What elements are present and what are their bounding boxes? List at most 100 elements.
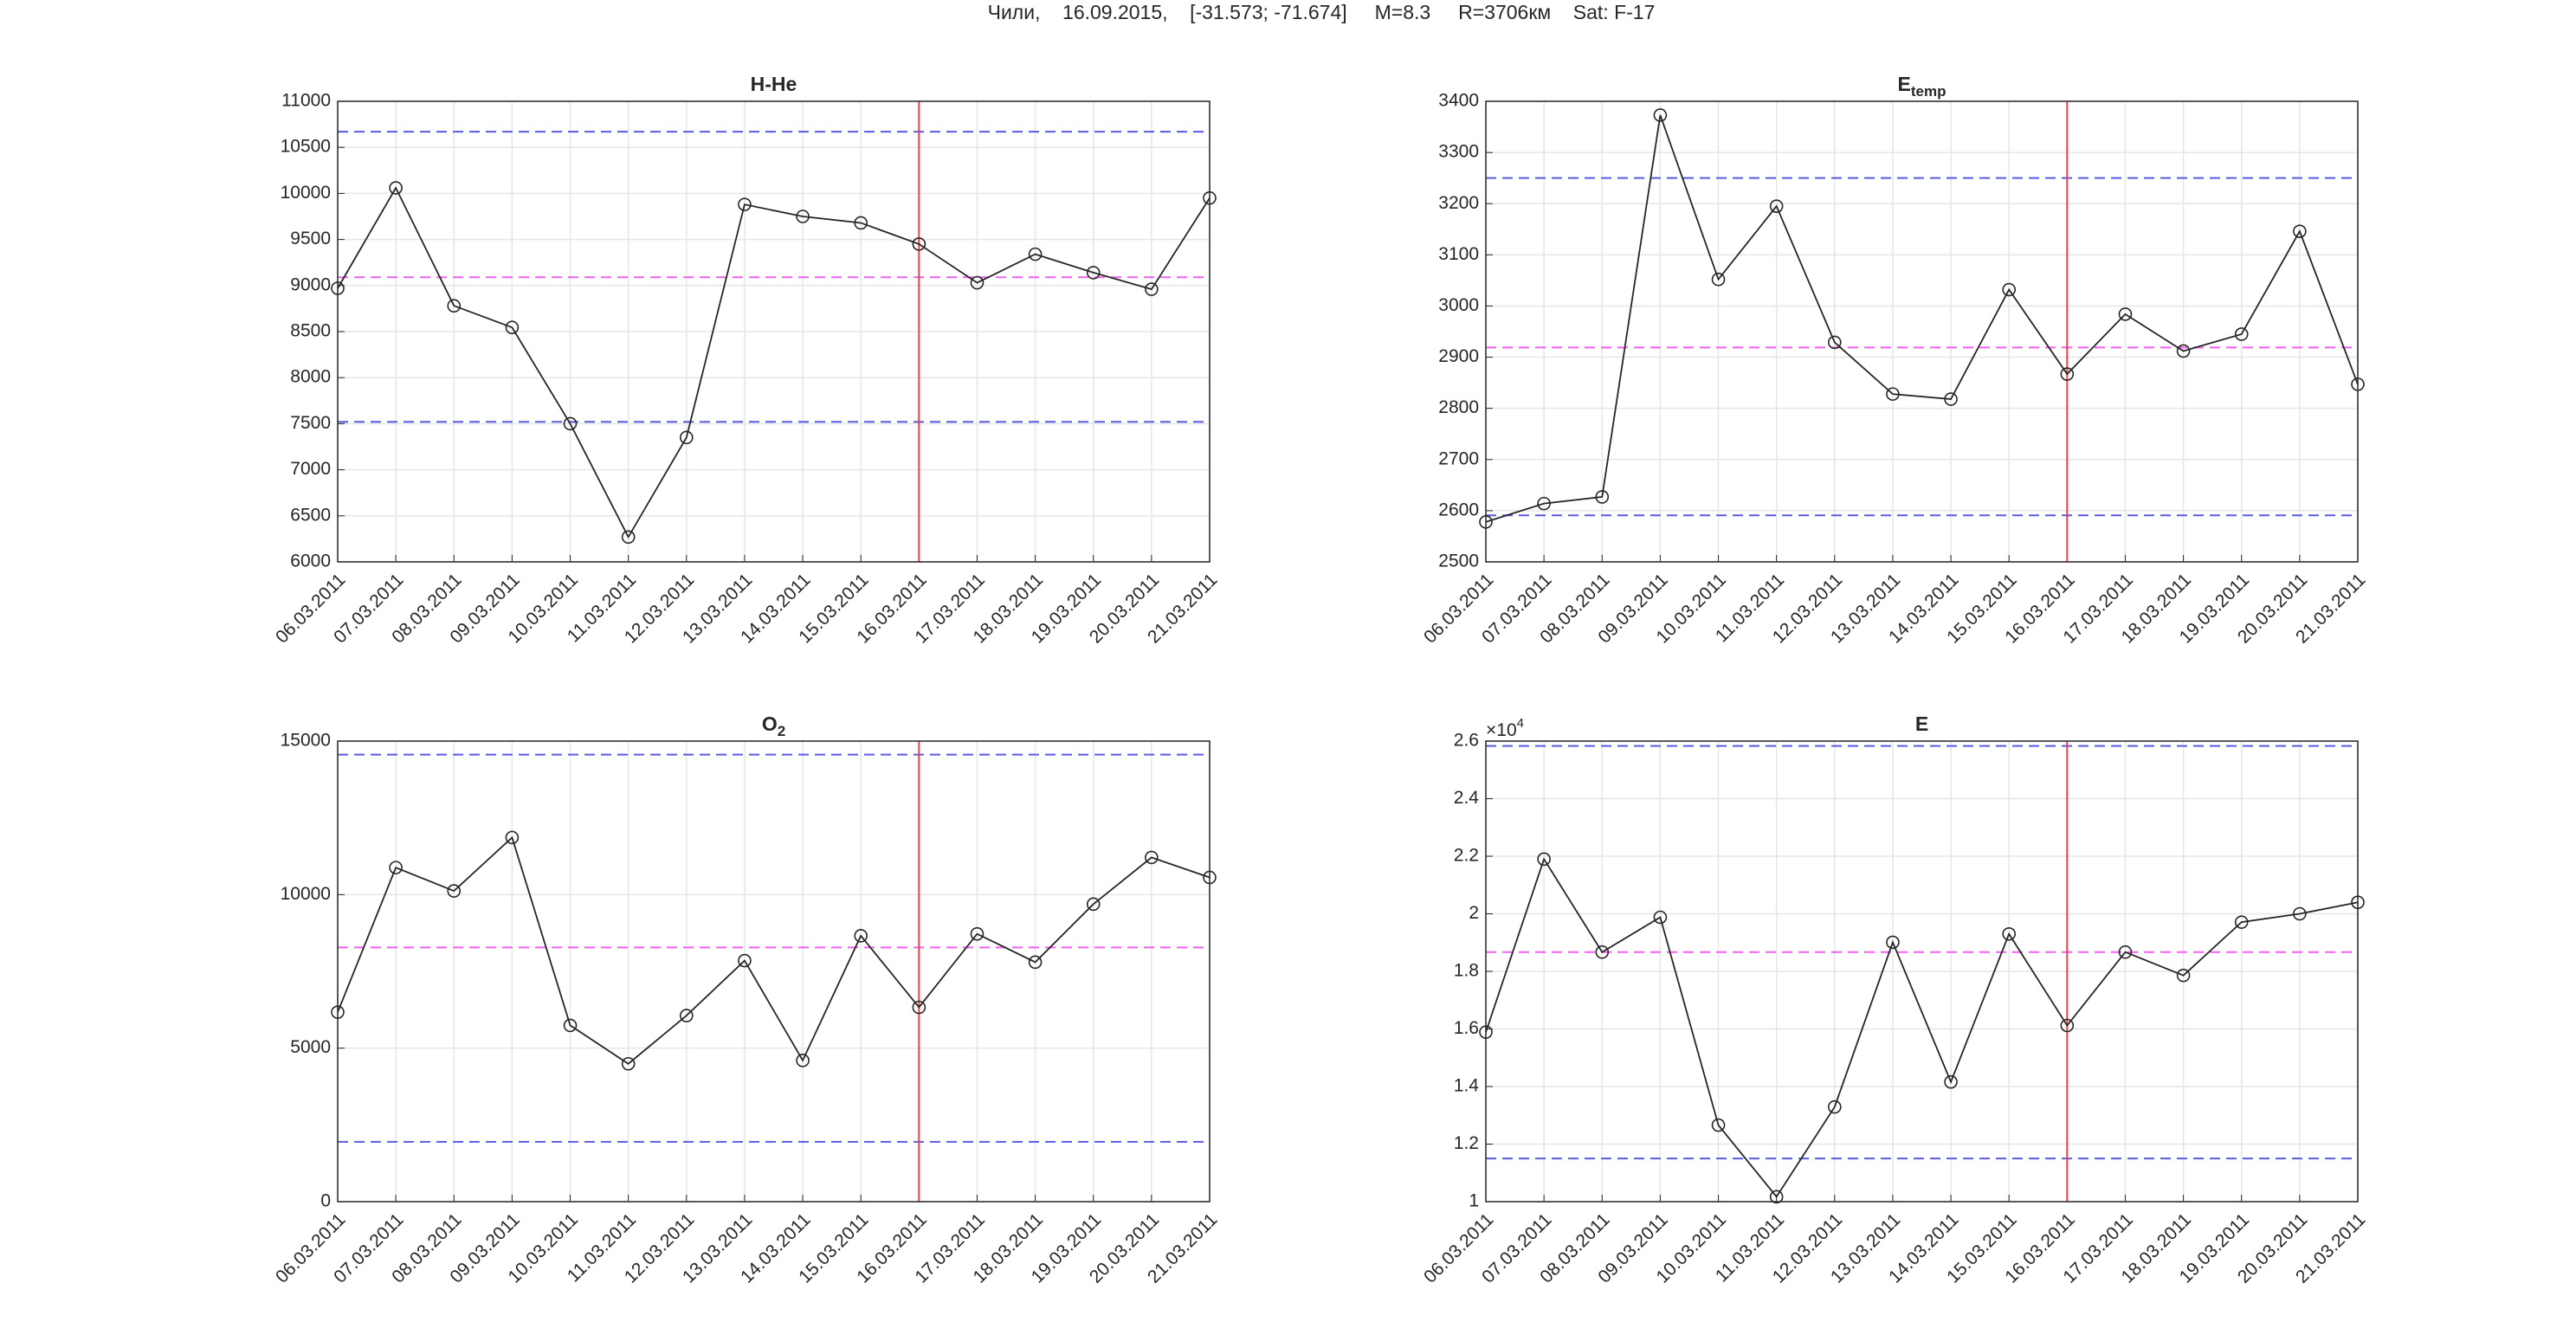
y-tick-label: 2 [1469,903,1479,923]
axes-box [1485,100,2359,563]
data-point [1828,1100,1842,1114]
data-point [2176,968,2191,983]
y-exponent: ×104 [1486,716,1524,740]
data-point [1537,852,1551,867]
y-tick-label: 10000 [281,884,331,904]
data-point [563,1018,578,1033]
data-point [1769,1190,1784,1204]
data-point [1086,266,1101,280]
data-point [1145,850,1159,865]
y-tick-label: 6000 [290,551,331,571]
y-tick-label: 1.8 [1454,961,1479,981]
axes-box [1485,740,2359,1203]
title-main: O [762,713,778,735]
data-point [1711,272,1726,287]
y-tick-label: 3000 [1438,295,1479,315]
data-point [1086,897,1101,912]
y-tick-label: 6500 [290,505,331,525]
y-tick-label: 3300 [1438,142,1479,162]
y-tick-label: 1 [1469,1191,1479,1211]
axes-box [337,100,1211,563]
data-point [2293,906,2307,921]
y-tick-label: 1.6 [1454,1018,1479,1038]
data-point [679,430,694,445]
plot-area [338,741,1210,1202]
data-point [1537,496,1551,511]
data-point [2293,224,2307,238]
title-main: E [1898,73,1911,95]
y-tick-label: 2600 [1438,500,1479,519]
data-point [2060,1018,2075,1033]
data-point [389,861,403,874]
data-point [2002,282,2016,297]
data-point [621,1056,636,1071]
data-point [447,884,462,898]
data-point [970,275,985,290]
data-point [505,320,520,335]
y-tick-label: 3400 [1438,91,1479,111]
data-point [679,1009,694,1022]
data-point [912,1000,926,1015]
y-tick-label: 9500 [290,229,331,248]
data-point [854,216,868,230]
y-tick-label: 10000 [281,183,331,203]
data-point [2234,327,2249,341]
data-point [2118,307,2133,321]
data-point [796,1054,810,1067]
y-tick-label: 9000 [290,274,331,294]
title-main: E [1915,713,1928,735]
plot-area [1486,101,2358,562]
y-tick-label: 10500 [281,137,331,157]
y-tick-label: 0 [320,1191,331,1211]
data-point [1595,490,1610,504]
chart-title: Etemp [1898,73,1947,100]
y-tick-label: 11000 [281,91,331,111]
data-point [854,929,868,943]
data-line [337,835,1211,1065]
y-tick-label: 2500 [1438,551,1479,571]
data-point [970,926,985,941]
data-point [389,181,403,195]
data-point [2002,926,2016,941]
data-point [2060,367,2075,381]
data-point [1028,955,1043,970]
title-main: H-He [751,73,797,95]
y-tick-label: 7500 [290,413,331,433]
data-point [447,299,462,313]
data-point [2118,945,2133,959]
y-tick-label: 2.4 [1454,788,1480,808]
y-tick-label: 2800 [1438,397,1479,417]
data-line [337,186,1211,539]
y-tick-label: 2900 [1438,346,1479,366]
data-point [1653,910,1668,925]
y-tick-label: 2.6 [1454,731,1479,751]
data-point [505,830,520,845]
data-point [1944,392,1958,406]
data-point [738,953,752,968]
y-tick-label: 3200 [1438,193,1479,213]
data-point [1769,199,1784,213]
y-tick-label: 1.2 [1454,1133,1479,1153]
data-point [563,416,578,431]
y-tick-label: 2700 [1438,448,1479,468]
data-point [2176,344,2191,358]
y-tick-label: 15000 [281,731,331,751]
data-point [1711,1118,1726,1132]
data-point [621,530,636,545]
data-point [1145,282,1159,296]
data-line [1485,857,2359,1198]
y-tick-label: 5000 [290,1037,331,1057]
title-subscript: temp [1911,83,1947,100]
y-tick-label: 8500 [290,321,331,341]
data-point [1028,247,1043,261]
y-exponent-base: ×10 [1486,720,1517,740]
data-point [738,197,752,211]
title-subscript: 2 [778,723,785,739]
axes-box [337,740,1211,1203]
data-point [912,237,926,251]
data-point [796,210,810,223]
data-point [2234,915,2249,929]
data-point [1653,108,1668,122]
